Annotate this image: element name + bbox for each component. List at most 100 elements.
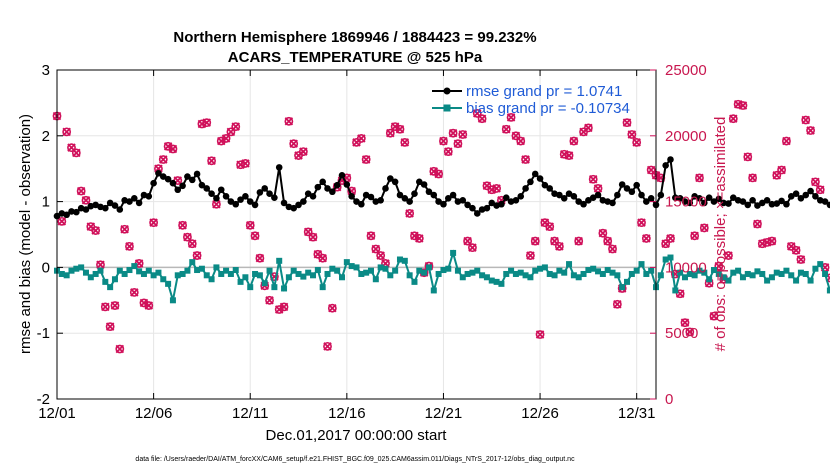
bias-point	[261, 280, 268, 287]
bias-point	[445, 265, 452, 272]
bias-point	[614, 272, 621, 279]
rmse-point	[585, 196, 592, 204]
rmse-point	[73, 208, 80, 216]
bias-point	[401, 257, 408, 264]
obs-count-point	[207, 156, 216, 166]
bias-point	[701, 269, 708, 276]
bias-point	[754, 268, 761, 275]
bias-point	[107, 284, 114, 291]
rmse-point	[720, 199, 727, 207]
rmse-point	[213, 195, 220, 202]
obs-count-point	[279, 302, 289, 312]
obs-count-point	[414, 234, 424, 243]
obs-count-point	[564, 151, 574, 160]
obs-count-point	[690, 231, 700, 241]
rmse-point	[643, 198, 650, 205]
bias-point	[483, 274, 490, 281]
bias-point	[768, 274, 775, 281]
rmse-point	[300, 198, 307, 205]
bias-point	[435, 270, 442, 277]
y-axis-left-ticks: -2 -1 0 1 2 3	[37, 62, 63, 408]
rmse-point	[531, 170, 539, 178]
bias-point	[425, 264, 432, 271]
bias-point	[198, 265, 205, 272]
bias-point	[73, 265, 80, 272]
bias-point	[363, 269, 370, 276]
bias-point	[145, 267, 152, 274]
bias-point	[725, 277, 732, 284]
x-axis-label: Dec.01,2017 00:00:00 start	[266, 427, 448, 444]
obs-count-point	[598, 228, 608, 238]
rmse-point	[473, 210, 481, 217]
obs-count-point	[158, 155, 168, 164]
bias-point	[551, 272, 558, 279]
bias-point	[590, 265, 597, 272]
bias-point	[82, 269, 89, 276]
rmse-point	[812, 193, 819, 200]
rmse-point	[155, 170, 162, 177]
obs-count-point	[637, 218, 646, 228]
bias-point	[392, 267, 399, 274]
obs-count-point	[724, 251, 733, 260]
obs-count-point	[323, 341, 332, 351]
rmse-point	[184, 173, 191, 180]
y-axis-right-label: # of obs: o=possible; ×=assimilated	[712, 117, 729, 352]
bias-point	[252, 270, 259, 277]
y-right-tick-label: 10000	[665, 259, 707, 276]
bias-point	[691, 272, 698, 279]
legend-rmse-label: rmse grand pr = 1.0741	[466, 83, 622, 100]
rmse-point	[701, 199, 708, 207]
rmse-point	[589, 194, 597, 201]
rmse-point	[614, 191, 621, 199]
rmse-point	[396, 191, 404, 199]
rmse-point	[725, 200, 732, 207]
obs-count-point	[791, 245, 801, 255]
bias-point	[92, 270, 99, 277]
bias-point	[184, 267, 191, 274]
obs-count-point	[221, 134, 231, 143]
bias-point	[256, 272, 263, 279]
obs-count-point	[796, 255, 806, 264]
bias-point	[744, 270, 751, 277]
rmse-point	[633, 181, 640, 189]
rmse-point	[193, 170, 201, 178]
obs-count-point	[753, 219, 762, 229]
rmse-point	[188, 176, 196, 184]
bias-point	[310, 272, 317, 279]
obs-count-series	[52, 99, 830, 354]
rmse-point	[469, 204, 476, 212]
obs-count-point	[81, 195, 91, 205]
bias-point	[334, 267, 341, 274]
bias-point	[111, 276, 118, 283]
bias-point	[657, 272, 664, 279]
rmse-point	[647, 195, 655, 202]
bias-point	[706, 276, 713, 283]
rmse-point	[116, 206, 124, 213]
bias-point	[793, 277, 800, 284]
x-axis-ticks: 12/01 12/06 12/11 12/16 12/21 12/26 12/31	[38, 70, 655, 422]
obs-count-point	[801, 115, 811, 125]
bias-point	[778, 270, 785, 277]
rmse-point	[63, 211, 70, 219]
bias-point	[541, 264, 548, 271]
rmse-point	[594, 191, 602, 199]
bias-point	[232, 267, 239, 274]
rmse-point	[580, 200, 587, 208]
bias-point	[527, 274, 534, 281]
rmse-point	[227, 198, 235, 205]
bias-point	[788, 272, 795, 279]
bias-point	[512, 270, 519, 277]
obs-count-point	[501, 124, 511, 134]
obs-count-point	[183, 232, 192, 242]
y-left-tick-label: -1	[37, 325, 50, 342]
rmse-point	[464, 201, 471, 209]
bias-point	[136, 268, 143, 275]
rmse-point	[459, 196, 467, 204]
rmse-point	[705, 194, 713, 201]
y-right-tick-label: 25000	[665, 62, 707, 79]
bias-point	[102, 278, 109, 285]
bias-point	[730, 269, 737, 276]
rmse-point	[68, 208, 75, 215]
obs-count-point	[728, 114, 738, 124]
bias-point	[179, 270, 186, 277]
